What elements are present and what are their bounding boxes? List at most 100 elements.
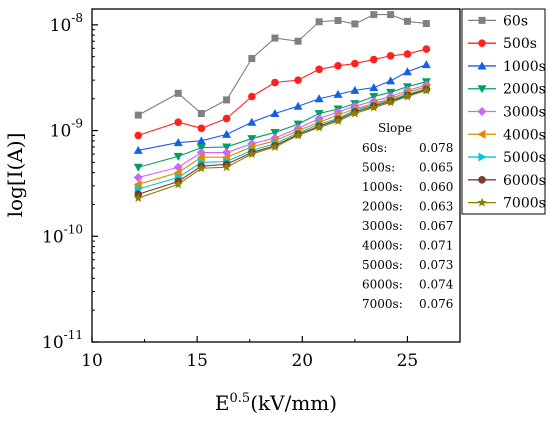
data-point-1000s-3 [222,129,232,138]
legend-marker [478,16,486,24]
slope-value: 0.076 [419,297,453,311]
data-point-60s-0 [134,111,142,119]
data-point-7000s-7 [314,122,324,132]
x-tick-label: 20 [291,351,313,371]
data-point-1000s-5 [270,109,280,118]
data-point-500s-2 [197,124,206,133]
series-7000s [133,85,432,203]
x-axis: 10 15 20 25 [81,336,418,371]
x-tick-label: 15 [186,351,208,371]
data-point-500s-12 [403,50,412,58]
slope-label: 500s: [362,161,395,175]
slope-label: 1000s: [362,180,403,194]
y-tick-label: 10-10 [42,222,83,247]
data-point-60s-7 [315,18,323,26]
x-axis-label-main: E [215,391,230,415]
data-point-60s-10 [370,11,378,19]
data-point-60s-3 [223,96,231,104]
data-point-60s-11 [387,11,395,19]
data-point-4000s-2 [196,152,205,162]
y-axis-label: log[I(A)] [3,133,27,218]
slope-label: 6000s: [362,278,403,292]
series-line-60s [137,14,427,116]
slope-label: 3000s: [362,219,403,233]
x-axis-label-sup: 0.5 [230,391,251,406]
legend-marker [477,61,487,70]
data-point-7000s-9 [350,108,360,118]
legend-label: 1000s [503,59,546,75]
x-tick-label: 25 [397,351,419,371]
data-point-2000s-0 [133,163,143,172]
data-point-500s-4 [248,92,256,101]
data-point-7000s-3 [221,162,232,172]
legend-marker [477,129,486,139]
slope-value: 0.071 [419,239,453,253]
data-point-1000s-12 [402,67,412,76]
legend-marker [478,176,486,184]
legend-marker [477,85,487,94]
legend-entry-4000s: 4000s [468,127,546,143]
legend-entry-3000s: 3000s [468,105,546,121]
data-point-60s-4 [248,55,256,63]
legend-label: 7000s [503,196,546,212]
legend-entry-1000s: 1000s [468,59,546,75]
data-point-2000s-4 [247,135,257,144]
data-point-500s-8 [334,61,342,70]
slope-value: 0.063 [419,200,453,214]
legend-entry-500s: 500s [468,36,537,52]
data-point-7000s-8 [333,116,343,126]
y-tick-label: 10-8 [50,11,83,36]
slope-label: 7000s: [362,297,403,311]
data-point-60s-2 [197,110,205,118]
data-point-60s-6 [294,37,302,45]
legend: 60s 500s 1000s 2000s 3000s 4000s 5000s 6000s 700… [461,8,546,215]
data-point-60s-12 [403,17,411,25]
legend-entry-7000s: 7000s [468,196,546,212]
data-point-1000s-9 [350,85,360,94]
data-point-7000s-0 [133,193,144,203]
slope-value: 0.078 [419,141,453,155]
data-point-4000s-1 [173,168,182,178]
slope-label: 4000s: [362,239,403,253]
legend-label: 5000s [503,150,546,166]
data-point-1000s-0 [133,145,143,154]
x-axis-label-unit: (kV/mm) [250,391,337,415]
data-point-500s-13 [422,45,431,53]
slope-annotation: Slope 60s: 0.078 500s: 0.065 1000s: 0.060 2000s… [362,121,454,311]
legend-label: 60s [503,13,528,29]
legend-label: 6000s [503,173,546,189]
y-axis: 10-11 10-10 10-9 10-8 [42,11,98,353]
data-point-2000s-7 [314,110,324,119]
y-tick-label: 10-9 [50,117,83,142]
data-point-60s-5 [271,34,279,42]
legend-entry-2000s: 2000s [468,82,546,98]
data-point-7000s-6 [293,130,303,140]
data-point-1000s-4 [247,117,257,126]
legend-label: 3000s [503,105,546,121]
data-point-500s-11 [386,51,395,60]
data-point-60s-13 [422,20,430,28]
data-point-60s-8 [334,16,342,24]
data-point-500s-9 [351,59,359,68]
slope-label: 2000s: [362,200,403,214]
legend-entry-60s: 60s [468,13,528,29]
x-axis-label: E0.5(kV/mm) [215,391,337,415]
data-point-2000s-1 [173,152,183,161]
plot-series [133,11,432,203]
data-point-7000s-1 [173,179,183,189]
data-point-500s-6 [294,76,302,84]
data-point-1000s-8 [333,89,343,98]
series-1000s [133,60,431,154]
slope-value: 0.074 [419,278,454,292]
slope-label: 60s: [362,141,387,155]
series-line-2000s [138,81,427,168]
data-point-500s-5 [271,78,279,87]
data-point-2000s-3 [222,143,232,152]
data-point-4000s-0 [133,179,142,189]
legend-marker [478,152,487,162]
series-line-7000s [138,89,427,199]
data-point-1000s-10 [369,83,379,92]
x-tick-label: 10 [81,351,103,371]
legend-entry-6000s: 6000s [468,173,546,189]
data-point-7000s-5 [270,141,280,151]
